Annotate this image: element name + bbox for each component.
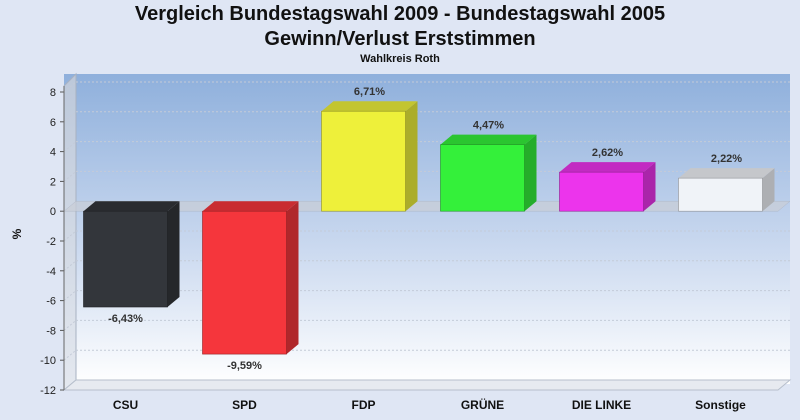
x-tick-label: GRÜNE [461, 397, 504, 412]
y-tick-label: -8 [46, 325, 56, 337]
x-tick-label: CSU [113, 398, 138, 412]
bar-side [762, 168, 775, 212]
gridline-side [63, 111, 77, 123]
plot-floor [62, 379, 792, 391]
bar-side [405, 101, 418, 212]
gridline-side [63, 230, 77, 242]
bar-value-label: 6,71% [354, 86, 385, 98]
y-tick-label: 4 [50, 147, 56, 159]
bar-side [643, 162, 656, 212]
bar-side [167, 201, 180, 308]
bar-top [678, 168, 775, 179]
gridline-side [63, 141, 77, 152]
gridline-side [63, 320, 77, 331]
bar-value-label: -6,43% [108, 313, 143, 325]
bar-top [202, 201, 299, 212]
bar-top [83, 201, 180, 212]
chart-title: Vergleich Bundestagswahl 2009 - Bundesta… [134, 3, 666, 25]
gridline-side [63, 171, 77, 182]
bar-side [286, 201, 299, 355]
bar-top [321, 101, 418, 112]
chart-caption: Wahlkreis Roth [360, 53, 440, 65]
gridline-side [63, 349, 77, 361]
bar-value-label: 4,47% [473, 120, 504, 132]
chart-subtitle: Gewinn/Verlust Erststimmen [264, 28, 536, 50]
bar [559, 171, 644, 212]
y-tick-label: -6 [46, 296, 56, 308]
gridline-side [63, 81, 77, 93]
bar-top [440, 134, 537, 145]
gridline-side [63, 260, 77, 272]
bar-value-label: 2,22% [711, 153, 742, 165]
bar [678, 177, 763, 212]
y-tick-label: -10 [40, 355, 56, 367]
plot-back-wall [64, 74, 790, 384]
x-tick-label: FDP [352, 398, 376, 412]
x-tick-label: SPD [232, 398, 257, 412]
bar [202, 210, 287, 355]
y-tick-label: 0 [50, 206, 56, 218]
bar-value-label: 2,62% [592, 147, 623, 159]
bar-top [559, 162, 656, 173]
x-tick-label: Sonstige [695, 398, 746, 412]
y-tick-label: -2 [46, 236, 56, 248]
y-tick-label: -4 [46, 266, 56, 278]
y-tick-label: -12 [40, 385, 56, 397]
bar-value-label: -9,59% [227, 360, 262, 372]
y-tick-label: 2 [50, 176, 56, 188]
bar-side [524, 134, 537, 212]
y-axis-label: % [10, 228, 24, 239]
y-tick-label: 6 [50, 117, 56, 129]
y-tick-label: 8 [50, 87, 56, 99]
bar [83, 210, 168, 308]
bar [321, 110, 406, 212]
bar [440, 144, 525, 212]
gridline-side [63, 290, 77, 301]
x-tick-label: DIE LINKE [572, 398, 631, 412]
